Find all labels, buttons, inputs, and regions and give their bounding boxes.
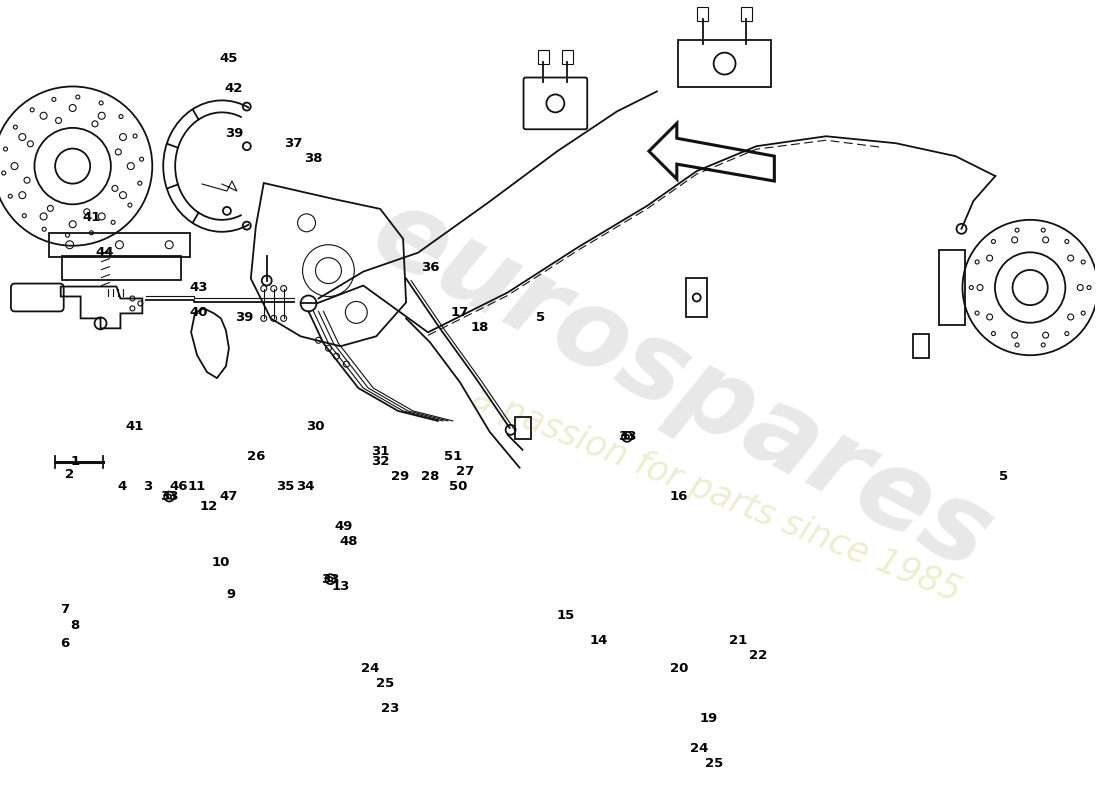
Text: 18: 18 <box>471 321 488 334</box>
Text: 30: 30 <box>306 420 324 434</box>
Text: 24: 24 <box>361 662 379 675</box>
Text: 50: 50 <box>449 480 468 493</box>
Text: 5: 5 <box>999 470 1008 483</box>
Text: eurospares: eurospares <box>354 178 1009 593</box>
Text: 5: 5 <box>536 311 544 324</box>
Text: 25: 25 <box>376 677 394 690</box>
Text: 48: 48 <box>339 535 358 548</box>
Text: 6: 6 <box>60 638 69 650</box>
Text: 40: 40 <box>190 306 208 319</box>
Text: 37: 37 <box>285 137 303 150</box>
Text: 45: 45 <box>220 52 238 65</box>
Text: 38: 38 <box>305 152 322 165</box>
Text: 34: 34 <box>296 480 315 493</box>
Text: 25: 25 <box>704 757 723 770</box>
Text: 47: 47 <box>220 490 238 503</box>
Text: 9: 9 <box>227 587 235 601</box>
Text: 8: 8 <box>70 619 79 633</box>
Text: 36: 36 <box>420 261 439 274</box>
Text: 28: 28 <box>421 470 439 483</box>
Text: 15: 15 <box>557 610 574 622</box>
Text: 3: 3 <box>143 480 152 493</box>
Text: 10: 10 <box>212 556 230 569</box>
Text: 35: 35 <box>276 480 295 493</box>
Text: 46: 46 <box>169 480 188 493</box>
Text: 17: 17 <box>451 306 469 319</box>
Text: 44: 44 <box>96 246 113 259</box>
Text: 2: 2 <box>65 468 74 481</box>
Text: a passion for parts since 1985: a passion for parts since 1985 <box>468 381 966 609</box>
Text: 39: 39 <box>224 126 243 140</box>
Text: 49: 49 <box>334 520 353 533</box>
Text: 11: 11 <box>188 480 206 493</box>
Text: 12: 12 <box>200 500 218 513</box>
Text: 7: 7 <box>60 602 69 615</box>
Text: 42: 42 <box>224 82 243 95</box>
Text: 13: 13 <box>331 580 350 593</box>
Text: 26: 26 <box>246 450 265 463</box>
Text: 29: 29 <box>390 470 409 483</box>
Text: 41: 41 <box>125 420 144 434</box>
Text: 51: 51 <box>443 450 462 463</box>
Text: 33: 33 <box>618 430 636 443</box>
Text: 22: 22 <box>749 650 768 662</box>
Text: 33: 33 <box>321 573 340 586</box>
Text: 39: 39 <box>234 311 253 324</box>
Text: 4: 4 <box>118 480 127 493</box>
Text: 19: 19 <box>700 712 718 725</box>
Text: 14: 14 <box>590 634 608 647</box>
Text: 33: 33 <box>160 490 178 503</box>
Text: 23: 23 <box>381 702 399 715</box>
Text: 24: 24 <box>690 742 708 755</box>
Text: 27: 27 <box>455 465 474 478</box>
Text: 43: 43 <box>190 281 208 294</box>
Text: 41: 41 <box>82 211 101 224</box>
Text: 32: 32 <box>371 455 389 468</box>
Text: 31: 31 <box>371 446 389 458</box>
Text: 21: 21 <box>729 634 748 647</box>
Text: 20: 20 <box>670 662 688 675</box>
Text: 1: 1 <box>70 455 79 468</box>
Text: 16: 16 <box>670 490 688 503</box>
